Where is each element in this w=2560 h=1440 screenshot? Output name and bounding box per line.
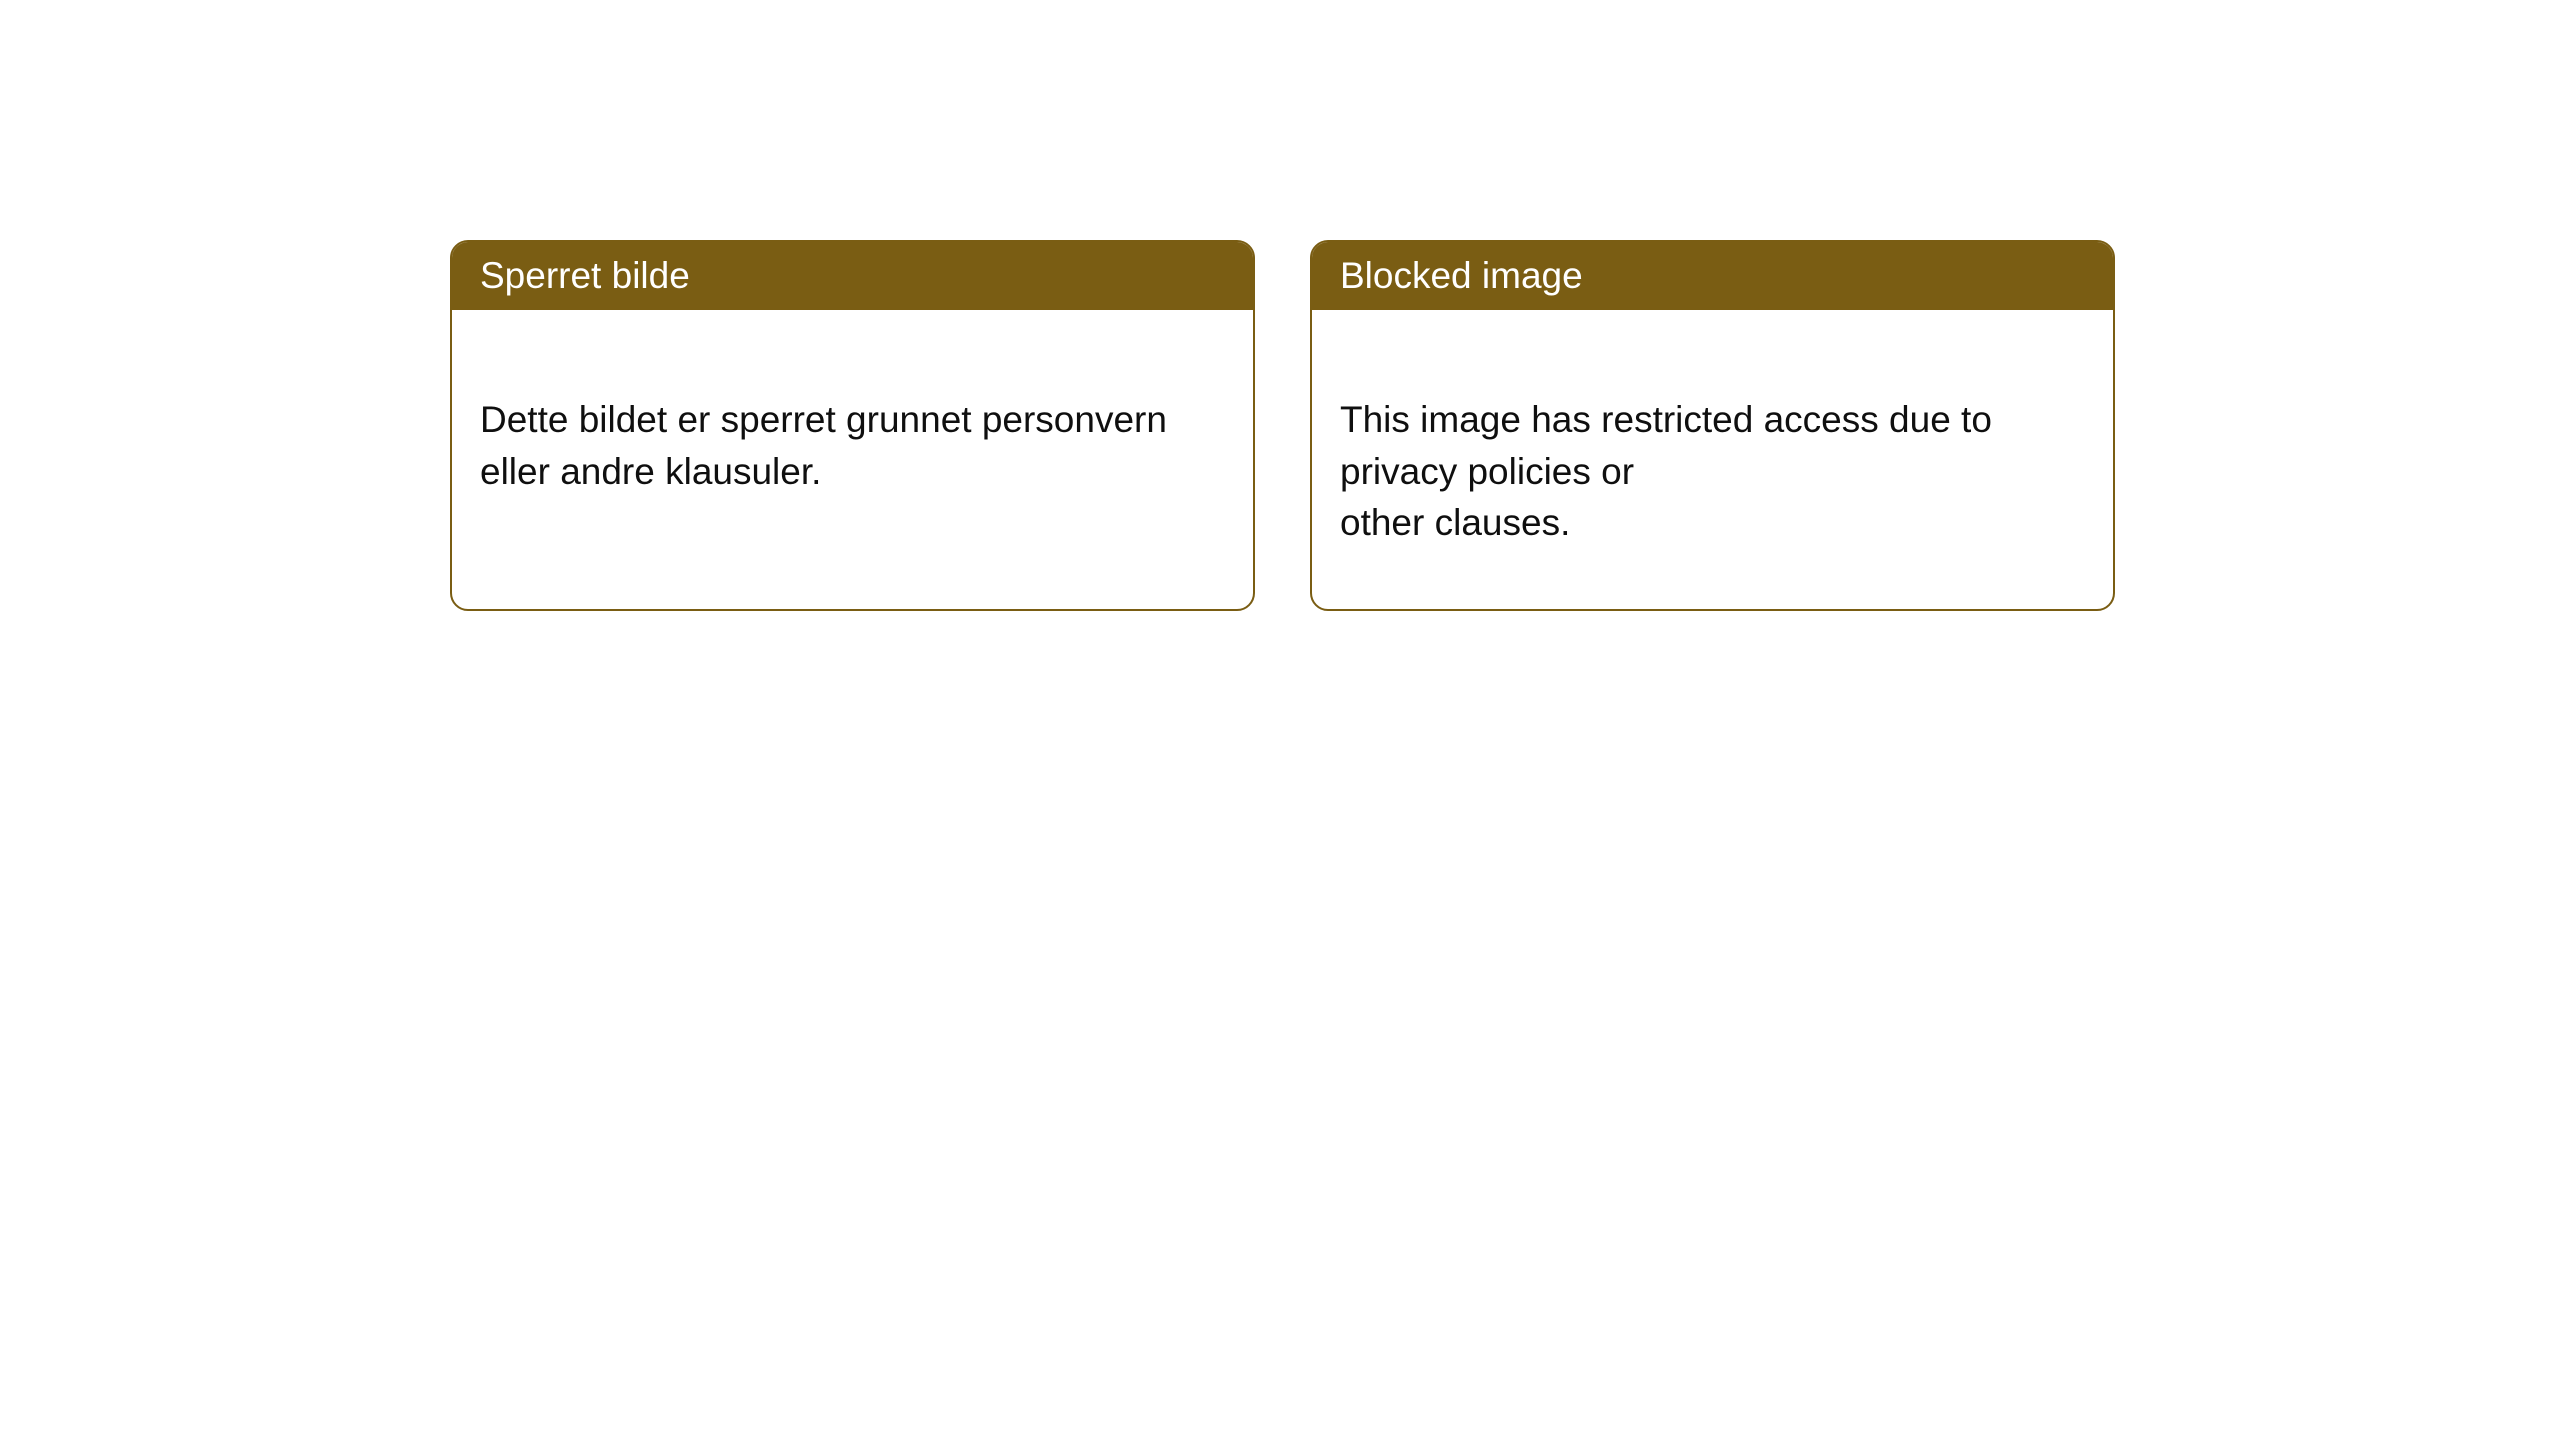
notice-card-text: This image has restricted access due to … [1340,399,1992,544]
notice-card-header: Blocked image [1312,242,2113,310]
notice-card-text: Dette bildet er sperret grunnet personve… [480,399,1167,492]
notice-card-norwegian: Sperret bilde Dette bildet er sperret gr… [450,240,1255,611]
notice-card-title: Sperret bilde [480,255,690,296]
notice-cards-container: Sperret bilde Dette bildet er sperret gr… [450,240,2115,611]
notice-card-body: Dette bildet er sperret grunnet personve… [452,310,1253,560]
notice-card-title: Blocked image [1340,255,1583,296]
notice-card-header: Sperret bilde [452,242,1253,310]
notice-card-english: Blocked image This image has restricted … [1310,240,2115,611]
notice-card-body: This image has restricted access due to … [1312,310,2113,609]
